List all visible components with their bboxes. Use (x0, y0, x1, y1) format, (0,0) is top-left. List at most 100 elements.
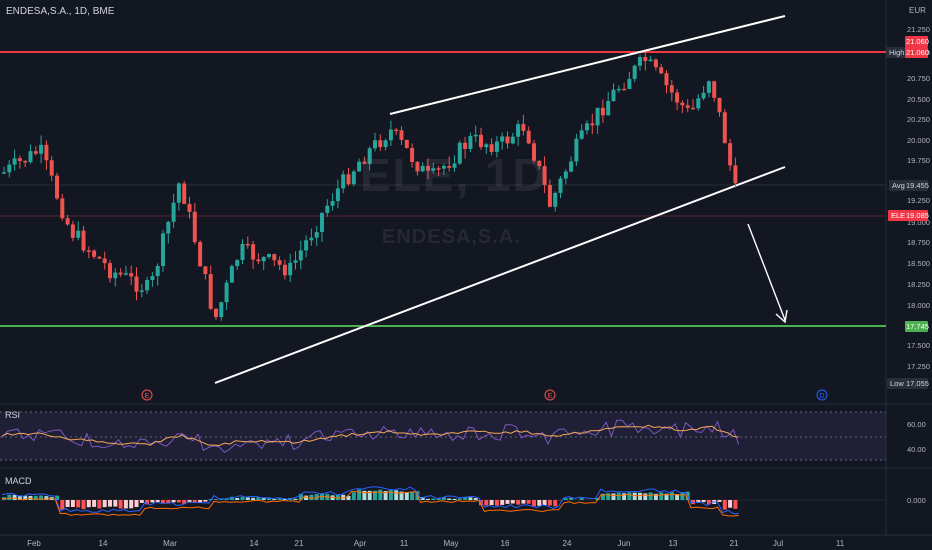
macd-bar (500, 500, 505, 505)
svg-text:D: D (819, 393, 824, 400)
candle-body (166, 221, 171, 234)
candle-body (44, 144, 49, 161)
time-tick: 11 (400, 539, 409, 548)
candle-body (659, 67, 664, 74)
macd-bar (706, 500, 711, 505)
time-tick: 11 (836, 539, 845, 548)
macd-bar (606, 493, 611, 500)
candle-body (60, 198, 65, 219)
candle-body (410, 147, 415, 162)
rsi-pane-label[interactable]: RSI (5, 410, 21, 420)
candle-body (701, 92, 706, 99)
candle-body (696, 98, 701, 109)
candle-body (7, 164, 12, 173)
candle-body (595, 107, 600, 126)
candle-body (70, 224, 75, 238)
macd-bar (484, 500, 489, 506)
candle-body (521, 124, 526, 131)
macd-bar (113, 500, 118, 507)
candle-body (198, 242, 203, 267)
macd-bar (431, 498, 436, 500)
macd-bar (579, 498, 584, 500)
macd-bar (304, 495, 309, 500)
last-price-tag: 19.085 (905, 210, 929, 221)
macd-bar (468, 497, 473, 500)
candle-body (404, 139, 409, 148)
top-resistance-tag: 21.060 (905, 36, 929, 47)
candle-body (394, 129, 399, 132)
candle-body (426, 165, 430, 171)
earnings-marker[interactable]: E (141, 389, 153, 401)
candle-body (219, 302, 224, 318)
candle-body (600, 107, 605, 116)
macd-bar (65, 500, 70, 507)
macd-bar (203, 500, 208, 502)
macd-bar (145, 500, 150, 505)
candle-body (92, 250, 97, 257)
time-tick: Mar (163, 539, 177, 548)
macd-bar (447, 498, 452, 500)
macd-bar (436, 498, 441, 500)
candle-body (680, 102, 685, 106)
macd-bar (102, 500, 107, 508)
macd-bar (479, 500, 483, 506)
macd-bar (235, 498, 240, 500)
candle-body (728, 143, 733, 166)
candle-body (558, 178, 563, 193)
rsi-line (1, 419, 740, 453)
time-axis[interactable]: Feb 14 Mar 14 21 Apr 11 May 16 24 Jun 13 21 Jul 11 (27, 539, 845, 548)
svg-text:E: E (548, 393, 553, 400)
candle-body (330, 201, 335, 206)
candle-body (722, 112, 727, 144)
candle-body (129, 273, 134, 277)
macd-bar (272, 499, 277, 500)
macd-bar (187, 500, 192, 503)
candle-body (357, 161, 362, 172)
macd-bar (219, 499, 224, 500)
candle-body (532, 143, 536, 161)
macd-bar (457, 498, 462, 500)
candle-body (346, 174, 351, 185)
time-tick: 13 (669, 539, 678, 548)
upper-channel-trendline[interactable] (389, 15, 786, 115)
macd-bar (108, 500, 112, 507)
macd-bar (383, 490, 388, 500)
candle-body (17, 158, 22, 161)
candle-body (500, 136, 505, 142)
macd-bar (489, 500, 494, 506)
projection-arrow[interactable] (747, 223, 786, 321)
candle-body (33, 151, 38, 154)
candle-body (706, 81, 711, 93)
price-axis[interactable]: 21.25021.00020.75020.50020.25020.00019.7… (907, 25, 930, 371)
macd-bar (452, 498, 457, 500)
macd-bar (532, 500, 536, 507)
macd-bar (44, 496, 49, 500)
candle-body (611, 89, 616, 102)
macd-bar (420, 497, 425, 500)
time-tick: Apr (354, 539, 367, 548)
candle-body (12, 158, 17, 165)
candlestick-series[interactable] (2, 51, 738, 321)
candle-body (150, 276, 155, 280)
price-pane[interactable] (0, 0, 886, 404)
avg-value-tag: 19.455 (905, 180, 929, 191)
candle-body (516, 124, 521, 137)
candle-body (643, 57, 648, 61)
price-tick: 18.750 (907, 238, 930, 247)
macd-bar (399, 491, 404, 500)
earnings-marker[interactable]: E (544, 389, 556, 401)
symbol-header[interactable]: ENDESA,S.A., 1D, BME (6, 6, 115, 17)
candle-body (367, 148, 372, 164)
low-label: Low (887, 378, 907, 389)
dividend-marker[interactable]: D (816, 389, 828, 401)
macd-bar (627, 492, 632, 500)
macd-bar (426, 498, 430, 500)
candle-body (113, 272, 118, 279)
rsi-tick: 40.00 (907, 445, 926, 454)
high-label: High (886, 47, 908, 58)
macd-pane-label[interactable]: MACD (5, 476, 32, 486)
candle-body (192, 211, 197, 243)
lower-channel-trendline[interactable] (214, 166, 786, 384)
time-tick: 24 (563, 539, 572, 548)
